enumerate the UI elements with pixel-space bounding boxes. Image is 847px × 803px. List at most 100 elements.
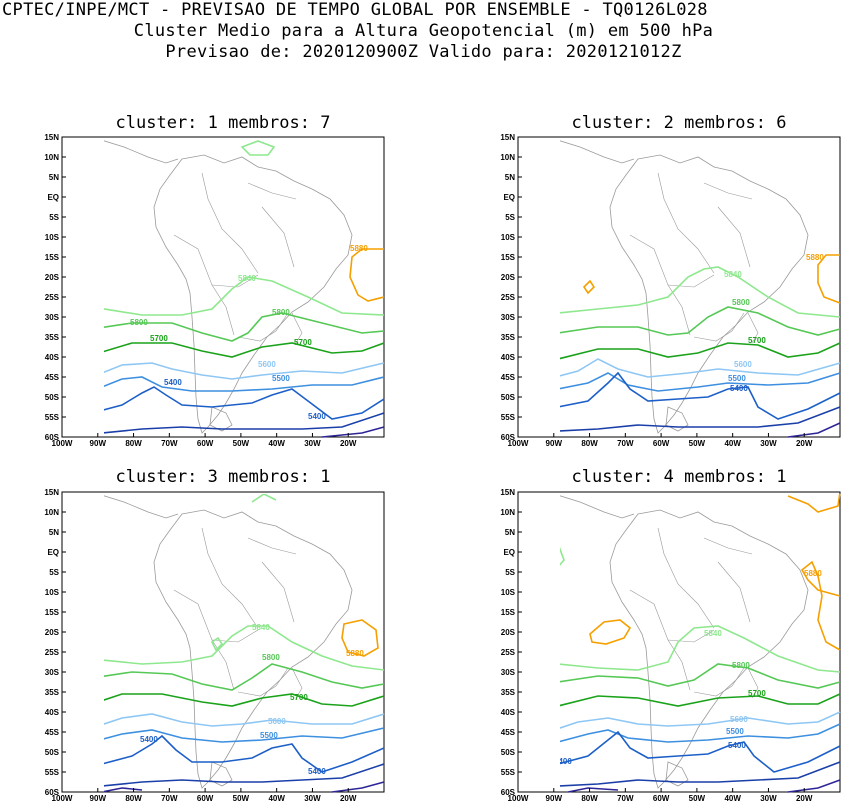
- lat-tick-label: 5S: [505, 568, 515, 577]
- contour-line: [240, 140, 276, 156]
- contour-line: [251, 494, 277, 503]
- lat-tick-label: 30S: [45, 668, 60, 677]
- contour-line: [560, 358, 841, 378]
- country-border: [657, 527, 715, 629]
- country-border: [247, 537, 297, 555]
- country-border: [667, 274, 715, 288]
- lon-tick-label: 50W: [689, 794, 706, 803]
- contour-line: [104, 376, 385, 392]
- lon-tick-label: 90W: [546, 794, 563, 803]
- lat-tick-label: 60S: [501, 788, 516, 797]
- contour-label: 5400: [728, 741, 746, 750]
- lon-tick-label: 40W: [268, 794, 285, 803]
- contour-label: 5400: [164, 378, 182, 387]
- contour-label: 5600: [730, 715, 748, 724]
- map-panel-1: 5880584058005800570057005600550055005400…: [44, 133, 385, 448]
- lon-tick-label: 70W: [161, 439, 178, 448]
- contour-line: [787, 422, 841, 438]
- lon-tick-label: 50W: [689, 439, 706, 448]
- contour-line: [321, 426, 385, 438]
- country-border: [261, 561, 295, 623]
- lat-tick-label: 5N: [505, 528, 515, 537]
- contour-line: [341, 619, 379, 657]
- contour-label: 5800: [262, 653, 280, 662]
- contour-label: 5700: [150, 334, 168, 343]
- country-border: [201, 172, 259, 274]
- lon-tick-label: 100W: [508, 794, 529, 803]
- contour-line: [104, 386, 385, 420]
- panel-2-title: cluster: 2 membros: 6: [571, 113, 787, 133]
- lat-tick-label: 55S: [501, 768, 516, 777]
- country-border: [747, 312, 759, 344]
- lat-tick-label: 40S: [501, 353, 516, 362]
- tierra-del-fuego: [209, 406, 233, 432]
- country-border: [717, 561, 751, 623]
- lon-tick-label: 90W: [546, 439, 563, 448]
- lat-tick-label: 5N: [49, 173, 59, 182]
- contour-label: 5800: [130, 318, 148, 327]
- country-border: [747, 667, 759, 699]
- figure-title: CPTEC/INPE/MCT - PREVISAO DE TEMPO GLOBA…: [2, 0, 708, 20]
- contour-label: 5400: [730, 384, 748, 393]
- contour-label: 5880: [806, 253, 824, 262]
- contour-line: [817, 254, 841, 304]
- contour-line: [560, 371, 841, 420]
- lat-tick-label: 45S: [45, 728, 60, 737]
- contour-line: [560, 306, 841, 336]
- lat-tick-label: 45S: [501, 728, 516, 737]
- lon-tick-label: 20W: [340, 439, 357, 448]
- country-border: [667, 629, 715, 643]
- lat-tick-label: 25S: [45, 293, 60, 302]
- lat-tick-label: 20S: [501, 273, 516, 282]
- lat-tick-label: 35S: [501, 688, 516, 697]
- contour-line: [210, 636, 224, 652]
- panel-4-title: cluster: 4 membros: 1: [571, 467, 787, 487]
- tierra-del-fuego: [665, 761, 689, 787]
- lon-tick-label: 90W: [90, 439, 107, 448]
- lon-tick-label: 100W: [52, 439, 73, 448]
- panel-3-title: cluster: 3 membros: 1: [115, 467, 331, 487]
- contour-line: [104, 412, 385, 434]
- map-panel-2: 5880584058405800570056005500550054005400…: [500, 133, 841, 448]
- country-border: [657, 172, 715, 274]
- lon-tick-label: 40W: [724, 439, 741, 448]
- lat-tick-label: 55S: [45, 413, 60, 422]
- lat-tick-label: 25S: [501, 293, 516, 302]
- contour-line: [560, 342, 841, 360]
- contour-line: [800, 560, 841, 651]
- map-panel-3: 5880 5840 5800 5700 5600 5500 5400 5400 15N 10N 5N…: [44, 488, 385, 803]
- contour-label: 5880: [804, 569, 822, 578]
- contour-line: [589, 619, 632, 645]
- contour-line: [560, 730, 841, 773]
- country-border: [291, 667, 303, 699]
- contour-line: [560, 723, 841, 743]
- lat-tick-label: 40S: [501, 708, 516, 717]
- lat-tick-label: 40S: [45, 353, 60, 362]
- lon-tick-label: 80W: [581, 439, 598, 448]
- lat-tick-label: 15N: [44, 488, 59, 497]
- contour-line: [787, 494, 841, 513]
- lat-tick-label: 10S: [501, 233, 516, 242]
- country-border: [717, 206, 751, 268]
- contour-label: 5400: [308, 767, 326, 776]
- country-border: [693, 667, 745, 697]
- contour-line: [560, 406, 841, 432]
- lat-tick-label: 45S: [45, 373, 60, 382]
- tierra-del-fuego: [209, 761, 233, 787]
- contour-line: [104, 625, 385, 671]
- contour-line: [560, 625, 841, 673]
- lon-tick-label: 40W: [724, 794, 741, 803]
- contour-label: 5840: [238, 274, 256, 283]
- lon-tick-label: 30W: [304, 794, 321, 803]
- lat-tick-label: 5S: [49, 568, 59, 577]
- lon-tick-label: 60W: [653, 439, 670, 448]
- contour-line: [560, 761, 841, 787]
- lat-tick-label: 30S: [45, 313, 60, 322]
- lat-tick-label: 20S: [45, 273, 60, 282]
- country-border: [703, 182, 753, 200]
- lat-tick-label: 10N: [44, 153, 59, 162]
- contour-label: 5500: [260, 731, 278, 740]
- contour-line: [331, 781, 385, 793]
- contour-line: [104, 763, 385, 787]
- lat-tick-label: 50S: [501, 748, 516, 757]
